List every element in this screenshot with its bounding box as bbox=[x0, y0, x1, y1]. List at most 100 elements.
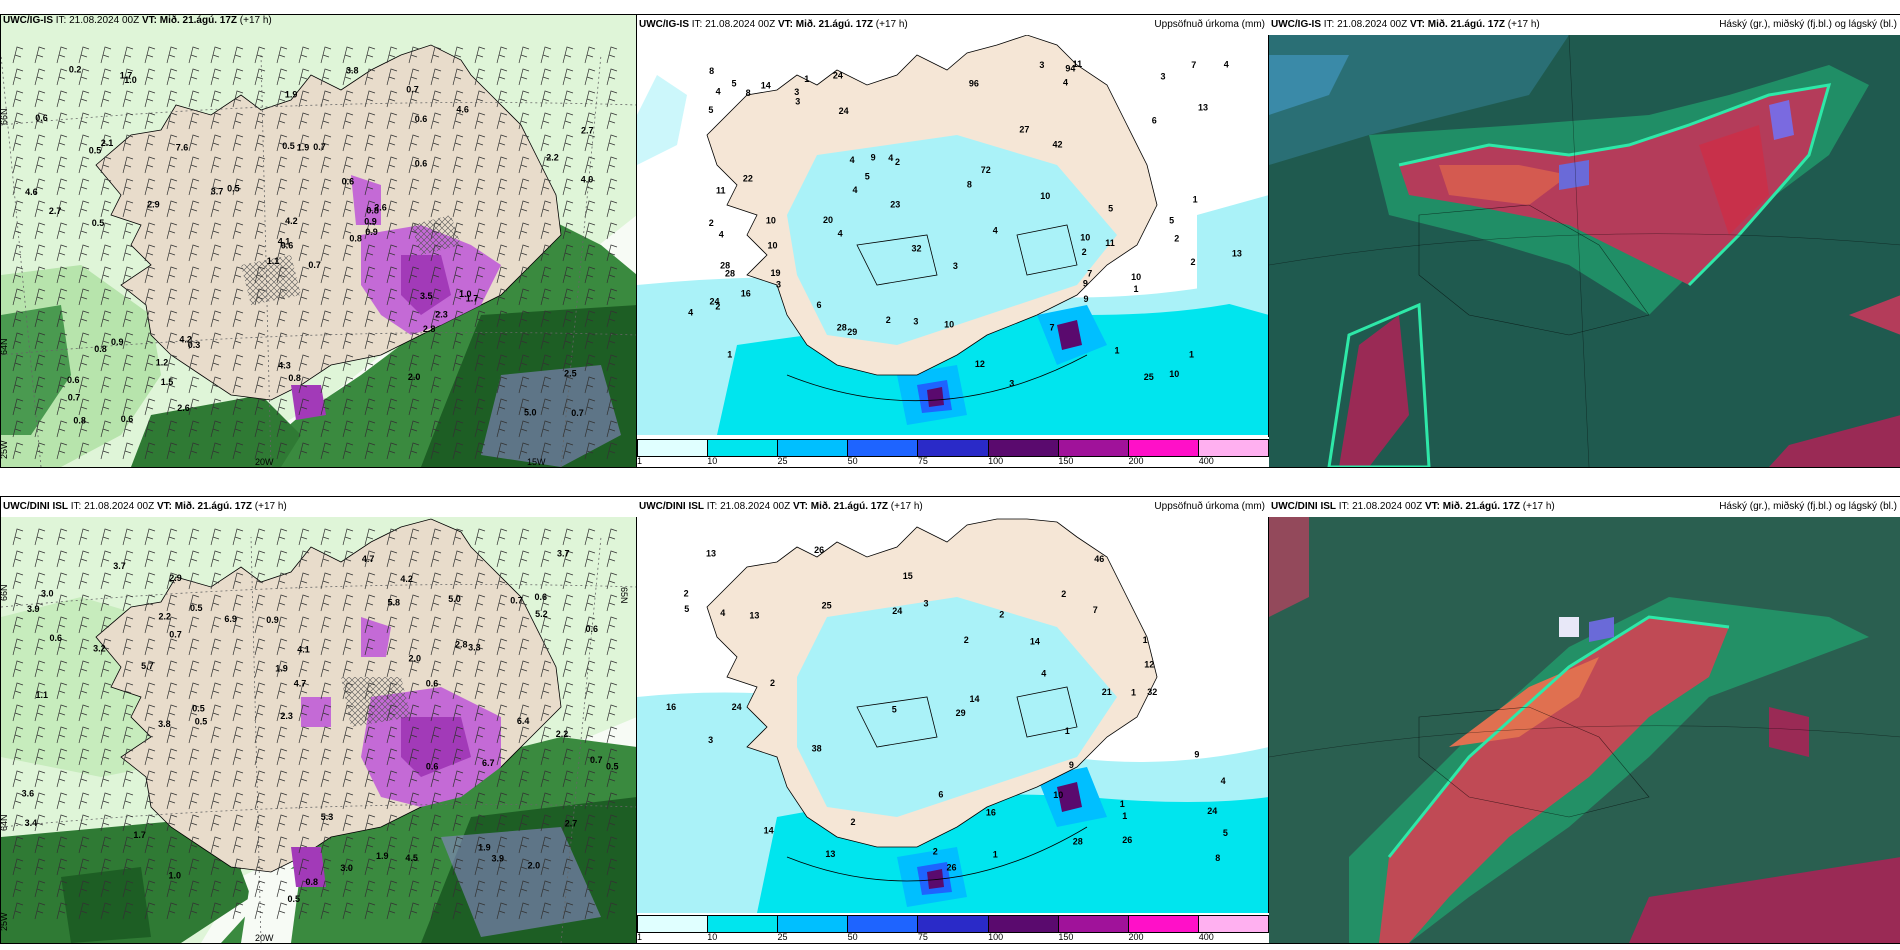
panel-header: UWC/DINI ISL IT: 21.08.2024 00Z VT: Mið.… bbox=[1269, 497, 1900, 517]
wind-barb bbox=[562, 420, 574, 438]
value-label: 14 bbox=[764, 826, 774, 836]
wind-barb bbox=[562, 836, 574, 854]
wind-barb bbox=[342, 288, 354, 306]
wind-barb bbox=[78, 836, 90, 854]
legend-tick-label: 1 bbox=[637, 932, 643, 942]
wind-barb bbox=[320, 902, 332, 920]
wind-barb bbox=[606, 726, 618, 744]
value-label: 1.0 bbox=[124, 75, 137, 85]
wind-barb bbox=[430, 880, 442, 898]
wind-barb bbox=[540, 332, 552, 350]
wind-barb bbox=[562, 398, 574, 416]
map-panel-top-right: UWC/IG-IS IT: 21.08.2024 00Z VT: Mið. 21… bbox=[1268, 14, 1900, 468]
wind-barb bbox=[386, 858, 398, 876]
wind-barb bbox=[584, 572, 596, 590]
wind-barb bbox=[386, 310, 398, 328]
wind-barb bbox=[320, 200, 332, 218]
wind-barb bbox=[562, 288, 574, 306]
wind-barb bbox=[364, 814, 376, 832]
legend-swatch bbox=[708, 440, 779, 456]
wind-barb bbox=[408, 354, 420, 372]
wind-barb bbox=[122, 814, 134, 832]
legend-tick-label: 200 bbox=[1128, 932, 1144, 942]
wind-barb bbox=[210, 112, 222, 130]
wind-barb bbox=[298, 616, 310, 634]
wind-barb bbox=[408, 836, 420, 854]
value-label: 5.8 bbox=[388, 597, 401, 607]
value-label: 2.9 bbox=[169, 573, 182, 583]
wind-barb bbox=[606, 616, 618, 634]
value-label: 4 bbox=[1041, 669, 1046, 679]
wind-barb bbox=[254, 90, 266, 108]
wind-barb bbox=[606, 420, 618, 438]
value-label: 24 bbox=[839, 106, 849, 116]
value-label: 21 bbox=[1102, 687, 1112, 697]
value-label: 2 bbox=[715, 301, 720, 311]
init-time: IT: 21.08.2024 00Z bbox=[55, 15, 140, 26]
wind-barb bbox=[232, 572, 244, 590]
wind-barb bbox=[56, 550, 68, 568]
value-label: 4.2 bbox=[400, 574, 413, 584]
wind-barb bbox=[430, 332, 442, 350]
wind-barb bbox=[364, 550, 376, 568]
wind-barb bbox=[474, 858, 486, 876]
wind-barb bbox=[100, 880, 112, 898]
wind-barb bbox=[540, 550, 552, 568]
value-label: 16 bbox=[986, 807, 996, 817]
legend-swatch bbox=[778, 916, 849, 932]
value-label: 0.5 bbox=[190, 603, 203, 613]
wind-barb bbox=[342, 770, 354, 788]
wind-barb bbox=[188, 594, 200, 612]
wind-barb bbox=[364, 726, 376, 744]
wind-barb bbox=[34, 550, 46, 568]
legend-swatch bbox=[848, 916, 919, 932]
wind-barb bbox=[430, 310, 442, 328]
wind-barb bbox=[496, 90, 508, 108]
legend-tick-label: 75 bbox=[917, 932, 928, 942]
wind-barb bbox=[584, 376, 596, 394]
wind-barb bbox=[452, 880, 464, 898]
value-label: 1.1 bbox=[36, 690, 49, 700]
value-label: 4 bbox=[688, 308, 693, 318]
wind-barb bbox=[474, 836, 486, 854]
value-label: 2.0 bbox=[408, 372, 421, 382]
wind-barb bbox=[100, 266, 112, 284]
value-label: 42 bbox=[1053, 140, 1063, 150]
wind-barb bbox=[56, 442, 68, 460]
wind-barb bbox=[100, 792, 112, 810]
wind-barb bbox=[298, 858, 310, 876]
wind-barb bbox=[518, 266, 530, 284]
value-label: 2.5 bbox=[564, 369, 577, 379]
wind-barb bbox=[34, 266, 46, 284]
wind-barb bbox=[122, 594, 134, 612]
wind-barb bbox=[166, 704, 178, 722]
wind-barb bbox=[518, 616, 530, 634]
wind-barb bbox=[452, 200, 464, 218]
value-label: 28 bbox=[725, 268, 735, 278]
value-label: 14 bbox=[970, 694, 980, 704]
wind-barb bbox=[34, 200, 46, 218]
wind-barb bbox=[276, 726, 288, 744]
value-label: 28 bbox=[837, 322, 847, 332]
value-label: 2.0 bbox=[409, 654, 422, 664]
wind-barb bbox=[166, 420, 178, 438]
wind-gust-map: 0.70.50.60.60.80.30.70.70.60.81.00.70.52… bbox=[1, 15, 637, 467]
wind-barb bbox=[430, 726, 442, 744]
wind-barb bbox=[78, 528, 90, 546]
wind-barb bbox=[210, 354, 222, 372]
wind-barb bbox=[342, 748, 354, 766]
value-label: 24 bbox=[710, 296, 720, 306]
wind-barb bbox=[496, 200, 508, 218]
value-label: 0.8 bbox=[306, 877, 319, 887]
value-label: 2 bbox=[770, 678, 775, 688]
model-name: UWC/IG-IS bbox=[3, 15, 53, 26]
wind-barb bbox=[122, 770, 134, 788]
wind-barb bbox=[56, 68, 68, 86]
wind-barb bbox=[188, 748, 200, 766]
valid-time: Mið. 21.ágú. 17Z bbox=[1442, 501, 1520, 512]
wind-barb bbox=[100, 376, 112, 394]
wind-barb bbox=[540, 200, 552, 218]
wind-barb bbox=[232, 288, 244, 306]
wind-barb bbox=[34, 178, 46, 196]
wind-barb bbox=[12, 310, 24, 328]
